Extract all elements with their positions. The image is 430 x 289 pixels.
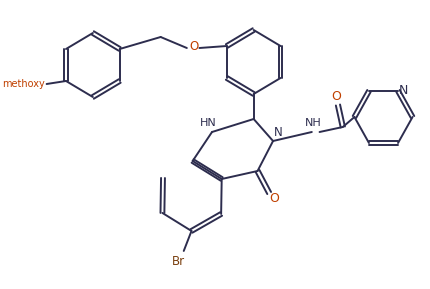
Text: HN: HN [200,118,217,128]
Text: O: O [189,40,198,53]
Text: methoxy: methoxy [2,79,45,89]
Text: N: N [399,84,408,97]
Text: O: O [331,90,341,103]
Text: O: O [269,192,279,205]
Text: NH: NH [305,118,322,128]
Text: Br: Br [172,255,185,268]
Text: N: N [273,125,282,138]
